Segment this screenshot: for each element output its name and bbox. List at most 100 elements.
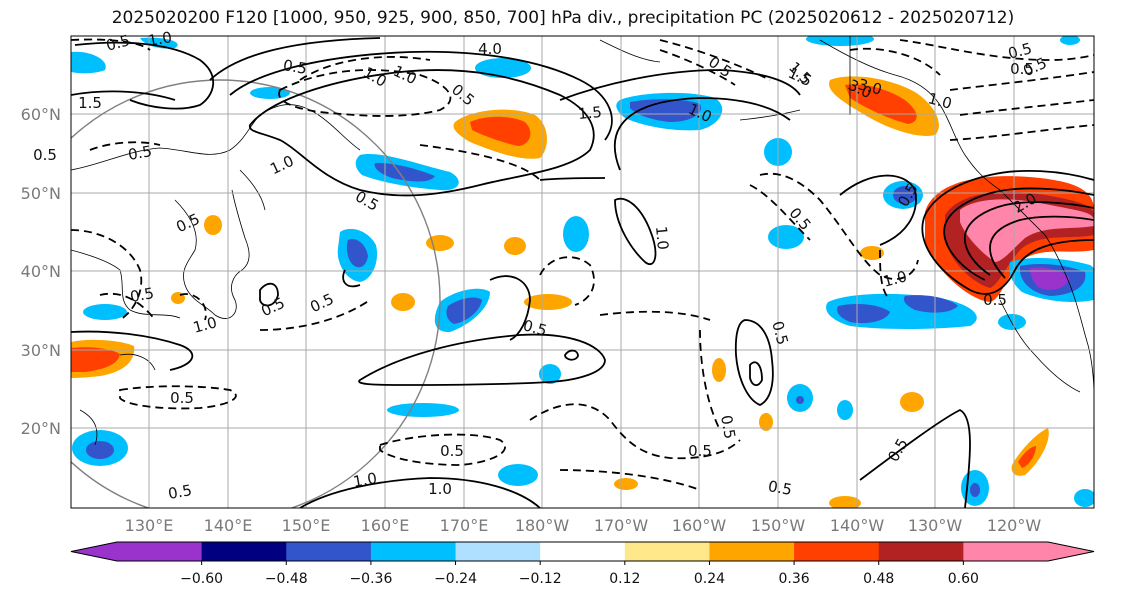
precip-area-positive [960, 199, 1094, 262]
divergence-contours [71, 37, 1094, 508]
longitude-tick-label: 170°E [440, 516, 489, 535]
longitude-tick-label: 130°W [908, 516, 963, 535]
latitude-tick-label: 20°N [21, 419, 61, 438]
contour-label: 0.5 [1006, 39, 1034, 63]
precip-area-positive [829, 496, 861, 508]
colorbar-segment [117, 542, 203, 561]
contour-label: 0.5 [33, 146, 57, 164]
precip-area-negative [83, 304, 127, 320]
precip-area-negative [1030, 267, 1070, 290]
divergence-contours-negative [71, 38, 1094, 491]
colorbar-segment [540, 542, 626, 561]
precip-area-positive [470, 116, 531, 146]
chart-title: 2025020200 F120 [1000, 950, 925, 900, 85… [111, 8, 1015, 28]
contour-label: 0.5 [104, 31, 132, 55]
colorbar-tick-label: −0.48 [265, 571, 308, 587]
precip-area-positive [391, 293, 415, 311]
precip-area-negative [1060, 36, 1080, 45]
precip-area-positive [204, 215, 222, 235]
contour-label: 0.5 [127, 142, 154, 164]
contour-label: 1.0 [428, 480, 452, 498]
longitude-tick-label: 160°E [361, 516, 410, 535]
longitude-tick-label: 140°W [830, 516, 885, 535]
latitude-tick-label: 40°N [21, 262, 61, 281]
contour-label: 0.5 [352, 187, 382, 215]
colorbar-tick-label: −0.24 [434, 571, 477, 587]
colorbar-segment [455, 542, 541, 561]
precip-area-positive [524, 294, 572, 310]
longitude-tick-label: 120°W [987, 516, 1042, 535]
precip-area-positive [504, 237, 526, 255]
contour-label: 0.5 [448, 80, 478, 109]
colorbar-tick-label: 0.12 [609, 571, 640, 587]
precipitation-shading [71, 36, 1094, 508]
contour-label: 0.5 [521, 316, 549, 340]
precip-area-negative [1074, 489, 1094, 507]
longitude-tick-label: 150°W [751, 516, 806, 535]
contour-label: 0.5 [170, 389, 194, 407]
colorbar-segment [878, 542, 964, 561]
precip-area-negative [630, 99, 701, 122]
colorbar-segment [794, 542, 880, 561]
latitude-tick-labels: 20°N 30°N 40°N 50°N 60°N [21, 105, 61, 438]
precip-area-positive [900, 392, 924, 412]
contour-label: 0.5 [258, 294, 287, 320]
contour-label: 0.5 [167, 481, 194, 503]
precip-area-negative [475, 58, 531, 78]
precip-area-negative [806, 36, 874, 46]
contour-label: 3.0 [856, 75, 884, 99]
precip-area-negative [837, 400, 853, 420]
colorbar-tick-label: −0.36 [349, 571, 392, 587]
colorbar-segment [201, 542, 287, 561]
latitude-tick-label: 30°N [21, 341, 61, 360]
longitude-tick-label: 130°E [125, 516, 174, 535]
contour-label: 0.5 [884, 435, 912, 465]
precip-area-positive [1018, 446, 1036, 468]
contour-label: 1.0 [881, 267, 909, 291]
contour-label: 1.0 [191, 313, 219, 337]
longitude-tick-labels: 130°E 140°E 150°E 160°E 170°E 180°W 170°W 160°W… [125, 516, 1042, 535]
contour-label: 1.5 [78, 94, 102, 112]
precip-area-negative [563, 216, 589, 252]
colorbar-outline [70, 541, 1095, 562]
contour-label: 1.5 [785, 58, 815, 88]
longitude-tick-label: 140°E [204, 516, 253, 535]
contour-label: 4.0 [478, 40, 502, 58]
precip-area-negative [539, 364, 561, 384]
longitude-tick-label: 170°W [594, 516, 649, 535]
precip-area-positive [614, 478, 638, 490]
colorbar-extend-low [71, 542, 117, 561]
precip-area-negative [768, 225, 804, 249]
contour-label: 0.5 [983, 291, 1007, 309]
colorbar-tick-label: −0.12 [519, 571, 562, 587]
precip-area-negative [71, 51, 106, 74]
precip-area-negative [970, 483, 980, 497]
colorbar-tick-label: 0.48 [863, 571, 894, 587]
map-frame [70, 35, 1095, 509]
contour-label: 0.5 [307, 290, 336, 316]
precip-area-negative [374, 162, 435, 182]
contour-label: 0.5 [768, 319, 792, 347]
contour-label: 1.0 [147, 28, 174, 50]
colorbar-segment [709, 542, 795, 561]
contour-label: 0.5 [282, 56, 309, 78]
contour-label: 1.0 [390, 62, 419, 88]
contour-label: 0.5 [173, 210, 202, 236]
precip-area-negative [346, 238, 368, 268]
precip-area-negative [837, 304, 890, 324]
precip-area-negative [998, 314, 1026, 330]
contour-label: 0.5 [129, 284, 156, 306]
precip-area-negative [387, 403, 459, 417]
longitude-tick-label: 150°E [282, 516, 331, 535]
longitude-tick-label: 180°W [515, 516, 570, 535]
colorbar-tick-label: 0.36 [779, 571, 810, 587]
contour-label: 1.0 [926, 89, 954, 113]
range-circle [71, 79, 441, 508]
colorbar-segment [624, 542, 710, 561]
contour-label: 0.5 [717, 414, 739, 441]
precip-area-negative [86, 441, 114, 459]
precip-area-positive [71, 347, 120, 372]
contour-label: 1.0 [652, 225, 672, 250]
contour-label: 1.0 [352, 469, 379, 491]
colorbar-tick-label: 0.60 [948, 571, 979, 587]
